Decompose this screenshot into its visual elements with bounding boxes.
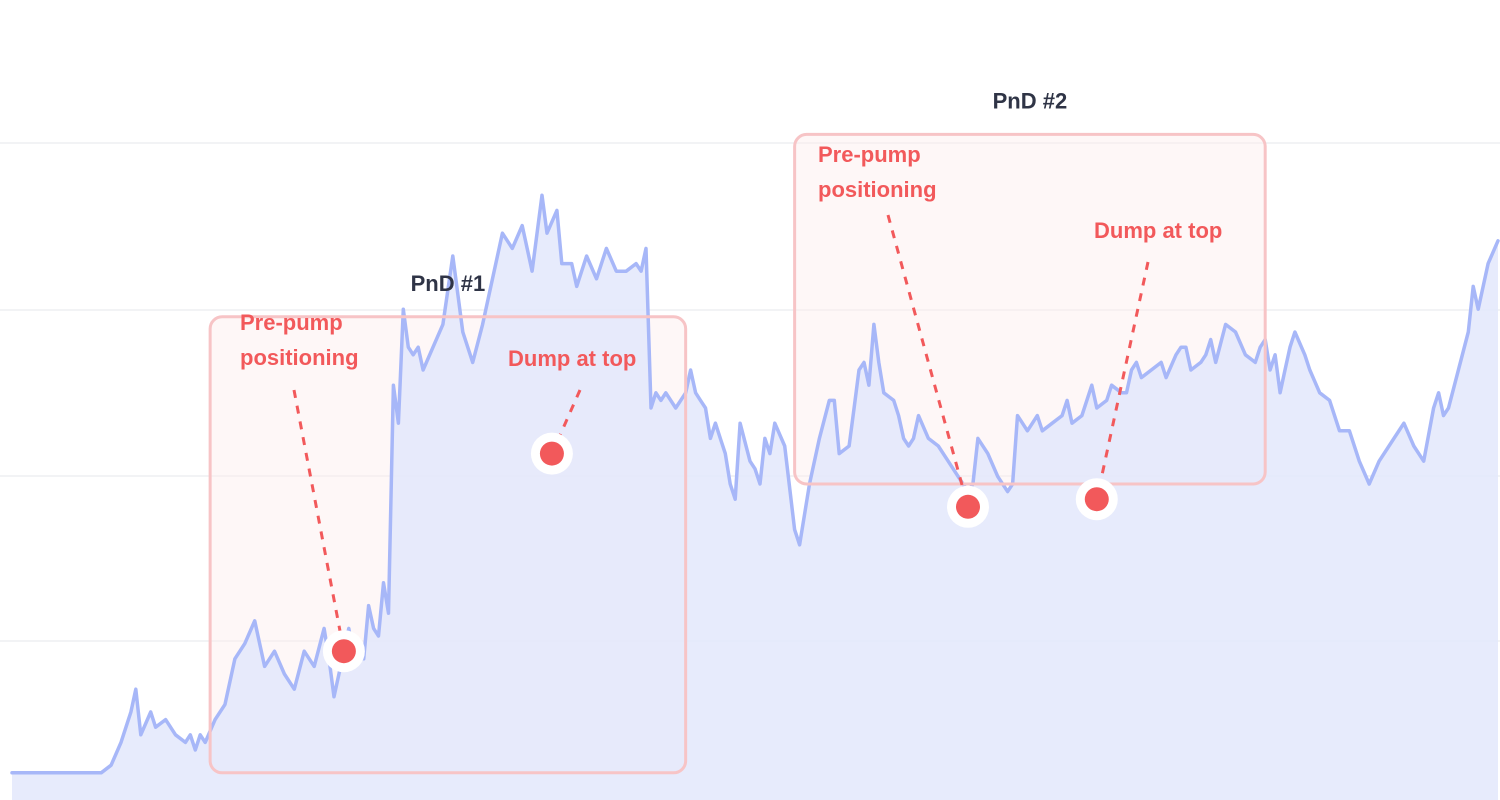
callout-label: Dump at top	[1094, 218, 1222, 243]
callout-marker	[331, 639, 356, 664]
price-series	[10, 193, 1500, 800]
price-area-fill	[12, 195, 1498, 800]
annotation-box-title: PnD #1	[411, 271, 486, 296]
callout-leader	[886, 214, 970, 508]
callout-label: Dump at top	[508, 346, 636, 371]
callout-marker	[539, 441, 564, 466]
callout-leader	[292, 389, 346, 652]
callout-label: Pre-pump	[240, 310, 343, 335]
annotation-box-title: PnD #2	[993, 88, 1068, 113]
annotation-box-2	[793, 132, 1267, 486]
callout-marker	[955, 494, 980, 519]
annotation-box-1	[208, 315, 688, 775]
callout-leader	[550, 389, 582, 455]
price-line	[10, 193, 1500, 775]
callout-label: Pre-pump	[818, 142, 921, 167]
annotation-boxes: PnD #1 PnD #2	[208, 88, 1267, 775]
callout-label: positioning	[818, 177, 937, 202]
callout-label: positioning	[240, 345, 359, 370]
annotation-callouts: Pre-pump positioning Dump at top Pre-pump po…	[240, 142, 1222, 673]
callout-marker	[1084, 487, 1109, 512]
